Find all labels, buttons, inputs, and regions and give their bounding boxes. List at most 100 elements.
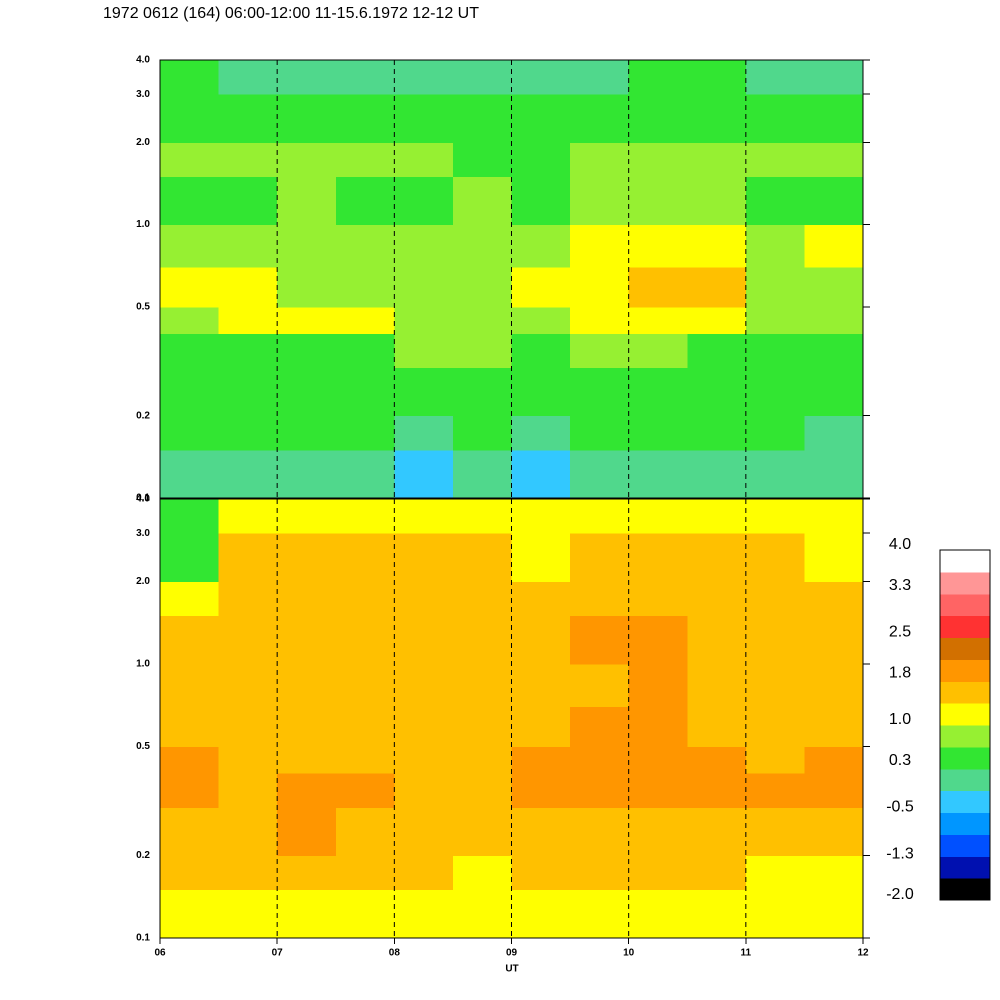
heat-cell — [804, 533, 864, 582]
heat-cell — [570, 142, 630, 177]
heat-cell — [452, 176, 512, 226]
heat-cell — [745, 333, 805, 369]
heat-cell — [511, 706, 571, 747]
heat-cell — [745, 94, 805, 143]
heat-cell — [452, 746, 512, 774]
heat-cell — [628, 533, 688, 582]
y-tick-label: 1.0 — [136, 659, 150, 670]
heat-cell — [277, 367, 337, 417]
heat-cell — [687, 706, 747, 747]
y-tick-label: 0.1 — [136, 933, 150, 944]
heat-cell — [160, 367, 220, 417]
heat-cell — [335, 773, 395, 808]
heat-cell — [570, 855, 630, 891]
heat-cell — [687, 415, 747, 451]
colorbar-swatch — [940, 615, 990, 638]
heat-cell — [687, 367, 747, 417]
heat-cell — [277, 415, 337, 451]
heat-cell — [687, 615, 747, 665]
colorbar-swatch — [940, 659, 990, 682]
heat-cell — [452, 706, 512, 747]
x-tick-label: 07 — [272, 948, 284, 959]
heat-cell — [511, 533, 571, 582]
x-tick-label: 11 — [741, 948, 752, 959]
heat-cell — [452, 306, 512, 334]
heat-cell — [160, 224, 220, 268]
heat-cell — [394, 60, 454, 95]
heat-cell — [745, 266, 805, 308]
heat-cell — [628, 615, 688, 665]
heat-cell — [570, 807, 630, 857]
heat-cell — [687, 581, 747, 617]
heat-cell — [394, 855, 454, 891]
x-axis-label: UT — [505, 964, 518, 975]
heat-cell — [394, 224, 454, 268]
heat-cell — [335, 889, 395, 939]
colorbar-swatch — [940, 812, 990, 835]
heat-cell — [511, 224, 571, 268]
heat-cell — [570, 94, 630, 143]
heat-cell — [218, 94, 278, 143]
heat-cell — [511, 807, 571, 857]
heat-cell — [804, 663, 864, 707]
heat-cell — [628, 94, 688, 143]
heat-cell — [160, 663, 220, 707]
heat-cell — [277, 581, 337, 617]
heat-cell — [394, 415, 454, 451]
heat-cell — [804, 142, 864, 177]
heat-cell — [218, 266, 278, 308]
heat-cell — [218, 746, 278, 774]
heat-cell — [804, 266, 864, 308]
heat-cell — [277, 773, 337, 808]
heat-cell — [452, 773, 512, 808]
heat-cell — [687, 306, 747, 334]
heat-cell — [218, 663, 278, 707]
heat-cell — [804, 333, 864, 369]
colorbar-tick-label: 1.0 — [889, 711, 911, 728]
heat-cell — [745, 415, 805, 451]
heat-cell — [687, 266, 747, 308]
heat-cell — [160, 807, 220, 857]
heat-cell — [277, 746, 337, 774]
heat-cell — [218, 415, 278, 451]
heat-cell — [628, 855, 688, 891]
heat-cell — [452, 333, 512, 369]
heat-cell — [804, 224, 864, 268]
heat-cell — [804, 581, 864, 617]
colorbar-tick-label: -1.3 — [886, 845, 914, 862]
y-tick-label: 0.2 — [136, 850, 150, 861]
heat-cell — [277, 333, 337, 369]
heat-cell — [511, 60, 571, 95]
heat-cell — [570, 449, 630, 499]
heat-cell — [804, 176, 864, 226]
heat-cell — [335, 615, 395, 665]
heat-cell — [745, 581, 805, 617]
heat-cell — [218, 706, 278, 747]
colorbar-swatch — [940, 550, 990, 573]
heat-cell — [511, 142, 571, 177]
heat-cell — [394, 142, 454, 177]
heat-cell — [394, 615, 454, 665]
heat-cell — [628, 176, 688, 226]
y-tick-label: 3.0 — [136, 89, 150, 100]
heat-cell — [452, 533, 512, 582]
heat-cell — [628, 773, 688, 808]
heat-cell — [335, 176, 395, 226]
heat-cell — [511, 746, 571, 774]
heat-cell — [687, 855, 747, 891]
heat-cell — [511, 581, 571, 617]
heat-cell — [335, 333, 395, 369]
y-tick-label: 4.0 — [136, 55, 150, 66]
heat-cell — [394, 746, 454, 774]
heat-cell — [160, 615, 220, 665]
heat-cell — [570, 663, 630, 707]
heat-cell — [745, 615, 805, 665]
heat-cell — [687, 176, 747, 226]
heat-cell — [218, 499, 278, 534]
heat-cell — [160, 60, 220, 95]
heat-cell — [687, 807, 747, 857]
heat-cell — [745, 855, 805, 891]
heat-cell — [745, 449, 805, 499]
heat-cell — [570, 889, 630, 939]
heat-cell — [335, 706, 395, 747]
